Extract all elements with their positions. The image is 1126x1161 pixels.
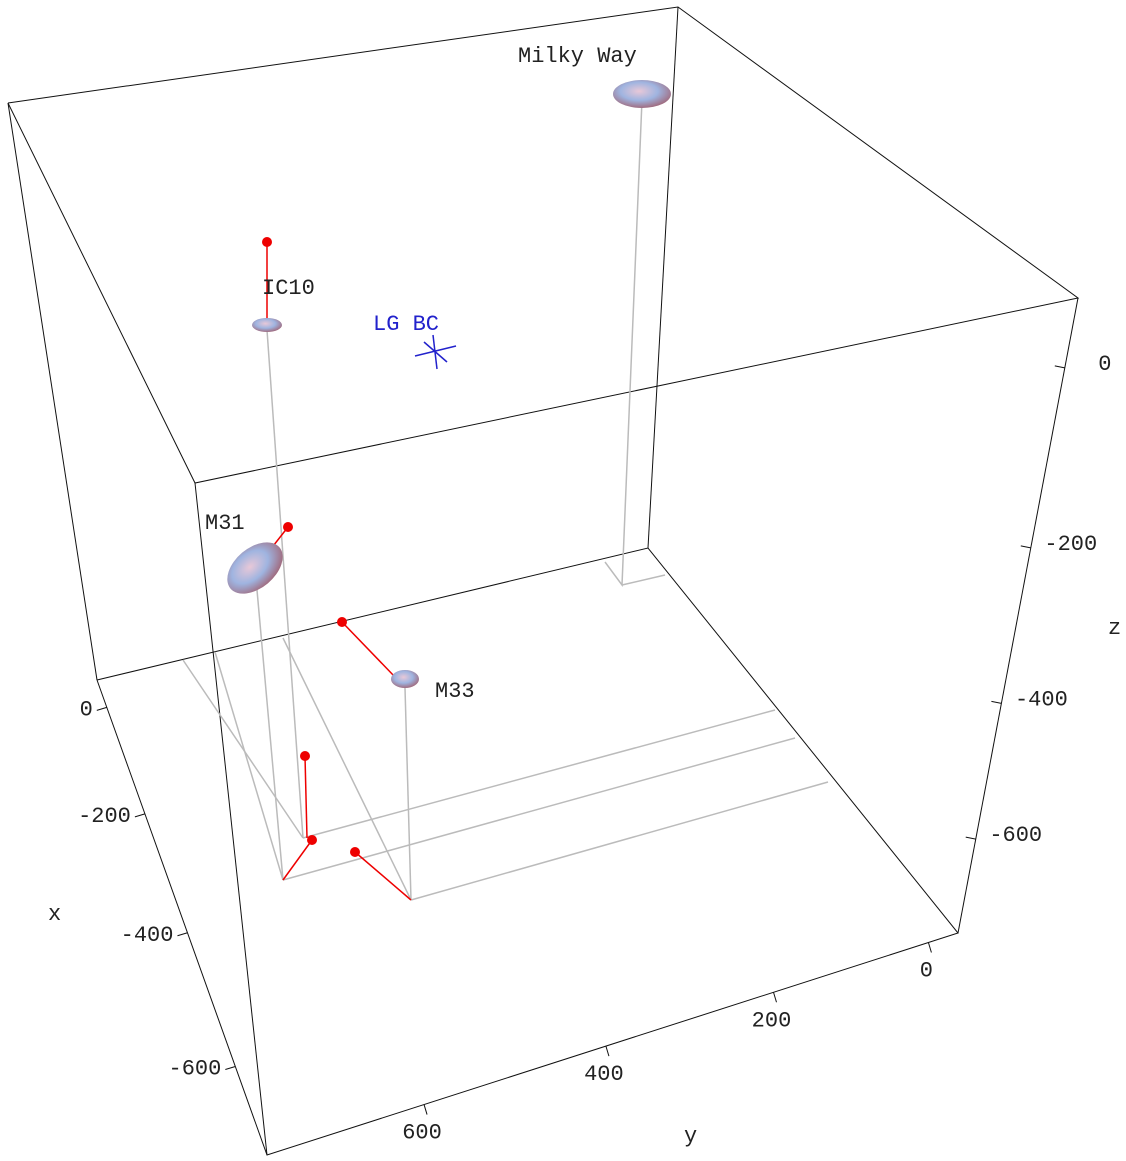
z-tick xyxy=(1020,545,1031,549)
y-tick xyxy=(605,1045,610,1057)
x-tick xyxy=(96,706,107,711)
point-label: IC10 xyxy=(262,276,315,301)
point-label: Milky Way xyxy=(518,44,637,69)
box xyxy=(7,6,1080,1156)
z-tick-label: -200 xyxy=(1044,532,1097,557)
y-tick xyxy=(423,1104,428,1115)
point-label: M33 xyxy=(435,679,475,704)
z-tick xyxy=(1054,365,1065,369)
x-tick-label: -600 xyxy=(169,1056,222,1081)
x-tick xyxy=(134,813,146,818)
z-axis-label: z xyxy=(1108,616,1121,641)
drop-lines xyxy=(182,99,829,901)
galaxies xyxy=(227,80,671,688)
y-tick xyxy=(927,942,932,953)
x-tick-label: 0 xyxy=(80,697,93,722)
y-tick-label: 400 xyxy=(584,1062,624,1087)
x-tick-label: -200 xyxy=(78,804,131,829)
y-axis-label: y xyxy=(684,1124,697,1149)
center-label: LG BC xyxy=(373,312,439,337)
x-tick xyxy=(177,932,188,937)
y-tick-label: 600 xyxy=(402,1121,442,1146)
x-tick xyxy=(225,1066,236,1070)
y-tick-label: 0 xyxy=(920,959,933,984)
z-tick-label: 0 xyxy=(1098,352,1111,377)
z-tick-label: -600 xyxy=(989,823,1042,848)
z-tick-label: -400 xyxy=(1015,687,1068,712)
z-tick xyxy=(991,700,1002,704)
x-axis-label: x xyxy=(48,902,61,927)
z-tick xyxy=(965,836,976,840)
point-label: M31 xyxy=(205,511,245,536)
x-tick-label: -400 xyxy=(121,923,174,948)
projection-lines xyxy=(262,237,412,901)
barycenter-marker xyxy=(414,334,457,370)
y-tick-label: 200 xyxy=(752,1008,792,1033)
y-tick xyxy=(773,992,777,1003)
